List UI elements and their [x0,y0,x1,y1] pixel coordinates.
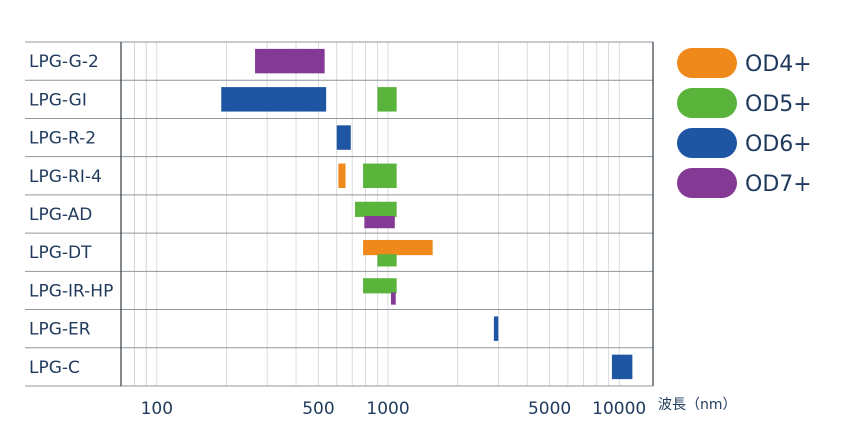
x-tick-labels: 100 500 1000 5000 10000 [141,399,647,419]
bars [221,48,633,380]
legend-swatch [677,128,737,158]
row-label: LPG-ER [29,320,91,340]
bar-od7-plus-lpg-g-2 [255,48,325,74]
bar-od5-plus-lpg-dt [377,254,397,267]
legend-swatch [677,88,737,118]
row-label: LPG-R-2 [29,129,96,149]
row-label: LPG-AD [29,205,92,225]
legend: OD4+ OD5+ OD6+ OD7+ [677,48,812,198]
bar-od6-plus-lpg-r-2 [336,125,351,150]
row-label: LPG-IR-HP [29,281,113,301]
x-tick-label: 500 [302,399,334,419]
legend-label: OD4+ [745,52,812,77]
bar-od6-plus-lpg-c [611,354,633,380]
bar-od7-plus-lpg-ir-hp [390,292,396,305]
x-tick-label: 100 [141,399,173,419]
row-label: LPG-RI-4 [29,167,102,187]
bar-od7-plus-lpg-ad [364,216,395,229]
legend-label: OD6+ [745,132,812,157]
row-label: LPG-G-2 [29,52,99,72]
bar-od5-plus-lpg-ad [355,201,397,217]
legend-label: OD7+ [745,172,812,197]
bar-od6-plus-lpg-er [493,316,499,341]
row-label: LPG-DT [29,243,92,263]
row-label: LPG-GI [29,90,87,110]
legend-label: OD5+ [745,92,812,117]
x-tick-label: 5000 [528,399,571,419]
bar-od5-plus-lpg-gi [377,87,397,112]
legend-swatch [677,168,737,198]
bar-od4-plus-lpg-dt [363,239,433,256]
bar-od5-plus-lpg-ir-hp [363,278,397,294]
x-tick-label: 1000 [366,399,409,419]
bar-od6-plus-lpg-gi [221,87,327,112]
legend-swatch [677,48,737,78]
bar-od5-plus-lpg-ri-4 [363,163,397,189]
x-axis-title: 波長（nm） [658,397,737,413]
category-rows: LPG-G-2 LPG-GI LPG-R-2 LPG-RI-4 LPG-AD LPG-DT… [25,41,654,387]
bar-od4-plus-lpg-ri-4 [338,163,346,189]
x-tick-label: 10000 [592,399,646,419]
row-label: LPG-C [29,358,80,378]
